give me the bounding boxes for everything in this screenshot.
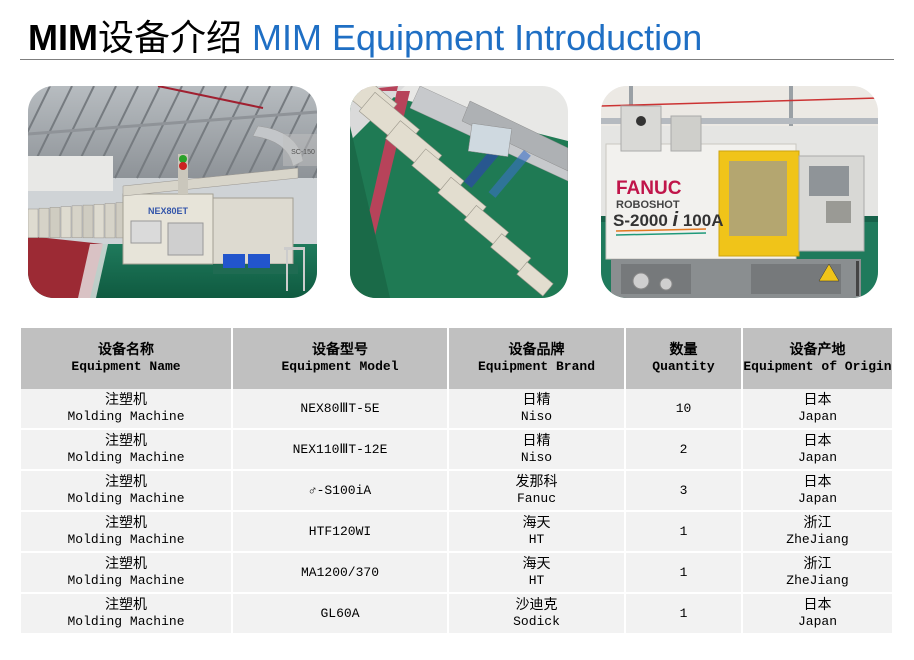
svg-text:S-2000 i 100A: S-2000 i 100A — [613, 209, 723, 231]
svg-text:NEX80ET: NEX80ET — [148, 206, 189, 216]
svg-text:SC-150: SC-150 — [291, 149, 315, 156]
svg-text:FANUC: FANUC — [616, 178, 682, 199]
svg-text:ROBOSHOT: ROBOSHOT — [616, 199, 680, 211]
